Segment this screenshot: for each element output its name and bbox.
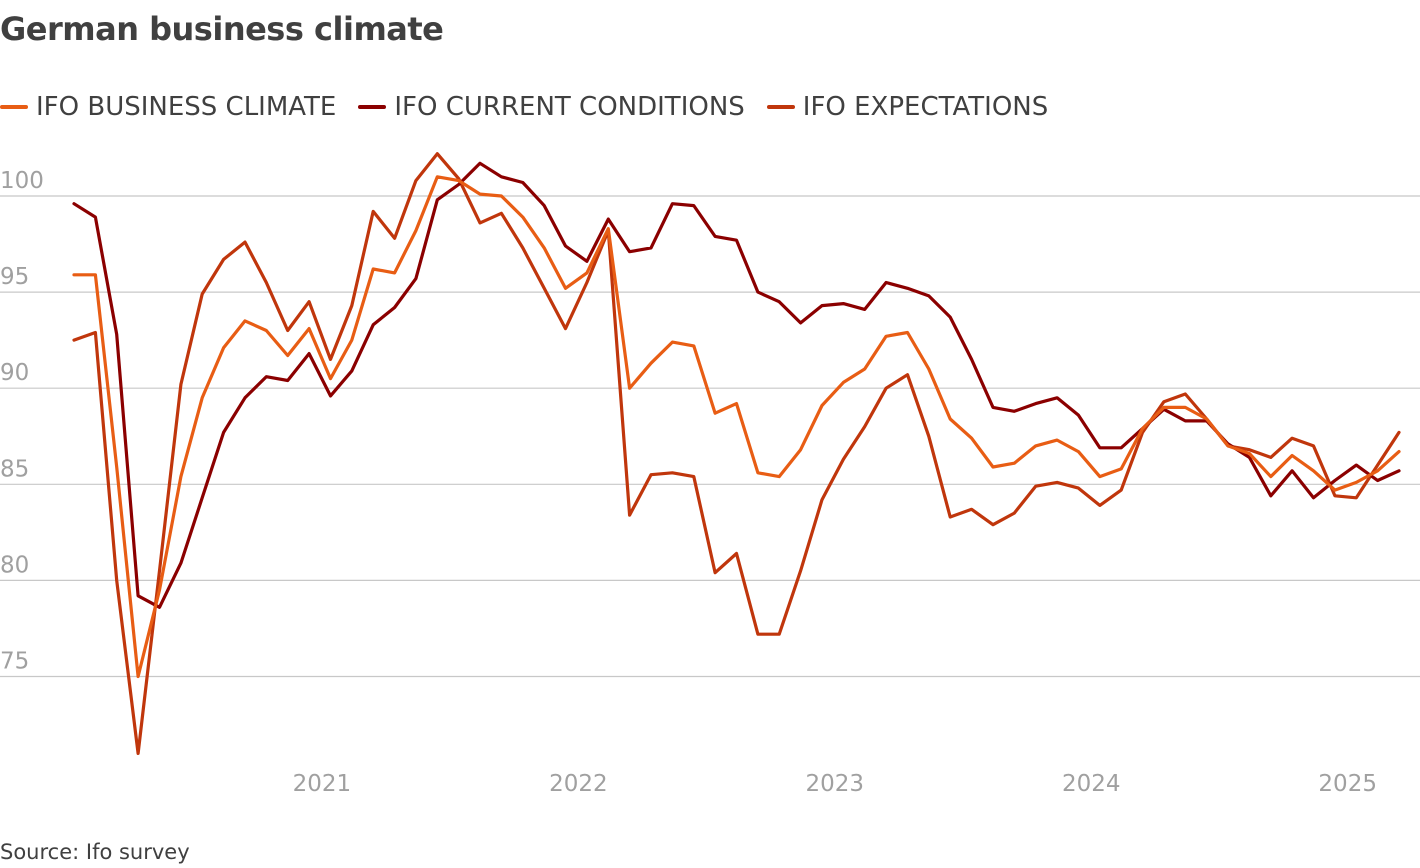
legend-label: IFO CURRENT CONDITIONS [394, 92, 745, 122]
x-tick-label: 2021 [293, 771, 352, 797]
y-tick-label: 100 [0, 168, 44, 194]
y-tick-label: 90 [0, 360, 29, 386]
legend-item-expectations: IFO EXPECTATIONS [766, 92, 1049, 122]
y-tick-label: 85 [0, 456, 29, 482]
x-tick-label: 2025 [1318, 771, 1377, 797]
series-line-ifo-expectations [72, 152, 1401, 756]
legend-item-business-climate: IFO BUSINESS CLIMATE [0, 92, 336, 122]
y-tick-label: 95 [0, 264, 29, 290]
legend-label: IFO EXPECTATIONS [802, 92, 1049, 122]
legend-swatch [358, 105, 387, 109]
legend-item-current-conditions: IFO CURRENT CONDITIONS [358, 92, 745, 122]
x-tick-label: 2024 [1062, 771, 1121, 797]
x-tick-label: 2022 [549, 771, 608, 797]
x-tick-label: 2023 [806, 771, 865, 797]
legend-swatch [0, 105, 28, 109]
y-tick-label: 80 [0, 552, 29, 578]
legend-label: IFO BUSINESS CLIMATE [36, 92, 337, 122]
legend: IFO BUSINESS CLIMATE IFO CURRENT CONDITI… [0, 92, 1048, 122]
source-note: Source: Ifo survey [0, 840, 190, 864]
chart-title: German business climate [0, 10, 444, 48]
series-line-ifo-current-conditions [72, 161, 1401, 609]
y-tick-label: 75 [0, 649, 29, 675]
legend-swatch [766, 105, 795, 109]
series-line-ifo-business-climate [72, 175, 1401, 679]
